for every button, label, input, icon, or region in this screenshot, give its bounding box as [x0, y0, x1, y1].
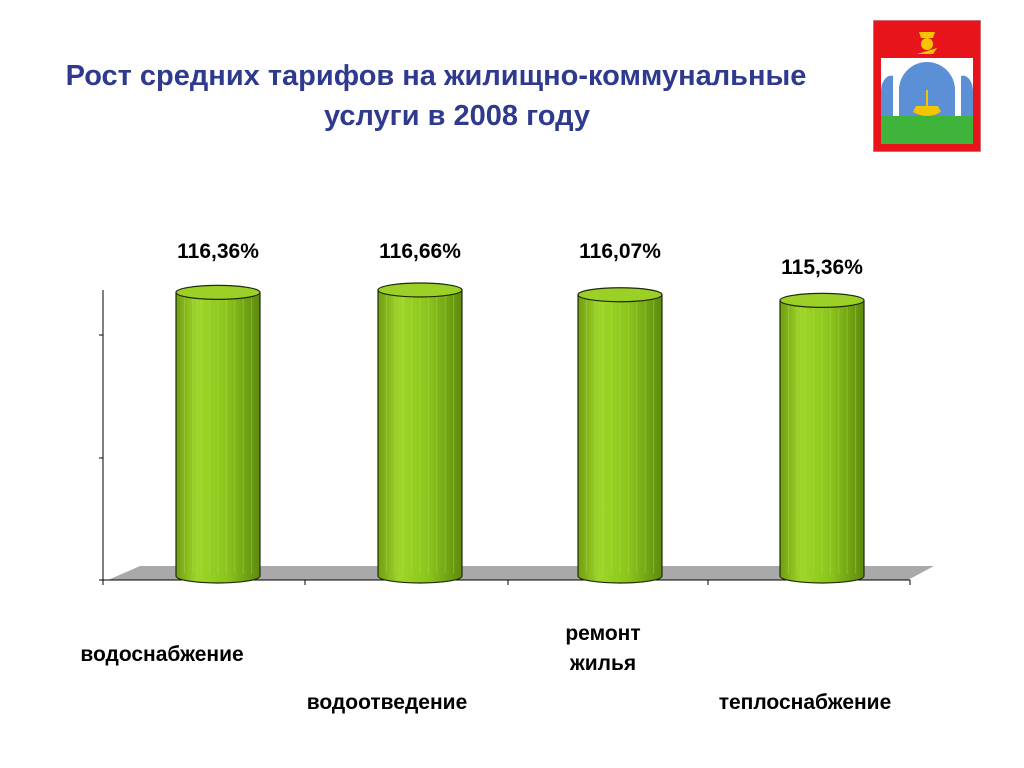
bar	[175, 291, 261, 584]
bar-top	[175, 284, 261, 300]
category-label-line: водоснабжение	[80, 643, 244, 666]
bar	[377, 289, 463, 584]
category-label-line: жилья	[569, 652, 637, 675]
category-label: теплоснабжение	[685, 688, 925, 718]
chart-floor	[108, 566, 934, 580]
bar-top	[779, 292, 865, 308]
coat-of-arms-icon	[873, 20, 981, 152]
data-label: 116,36%	[177, 240, 259, 263]
category-label-line: ремонт	[565, 622, 641, 645]
title-line-2: услуги в 2008 году	[323, 100, 591, 132]
bar	[577, 294, 663, 584]
category-label-line: теплоснабжение	[718, 691, 892, 714]
data-label: 116,66%	[379, 240, 461, 263]
bar-top	[577, 287, 663, 303]
category-label: водоотведение	[267, 688, 507, 718]
category-label: ремонт жилья	[483, 619, 723, 679]
page-title: Рост средних тарифов на жилищно-коммунал…	[0, 56, 872, 146]
title-line-1: Рост средних тарифов на жилищно-коммунал…	[65, 60, 807, 92]
bar-top	[377, 282, 463, 298]
category-label-line: водоотведение	[306, 691, 468, 714]
category-label: водоснабжение	[42, 640, 282, 670]
bar	[779, 299, 865, 584]
data-label: 116,07%	[579, 240, 661, 263]
data-label: 115,36%	[781, 256, 863, 279]
